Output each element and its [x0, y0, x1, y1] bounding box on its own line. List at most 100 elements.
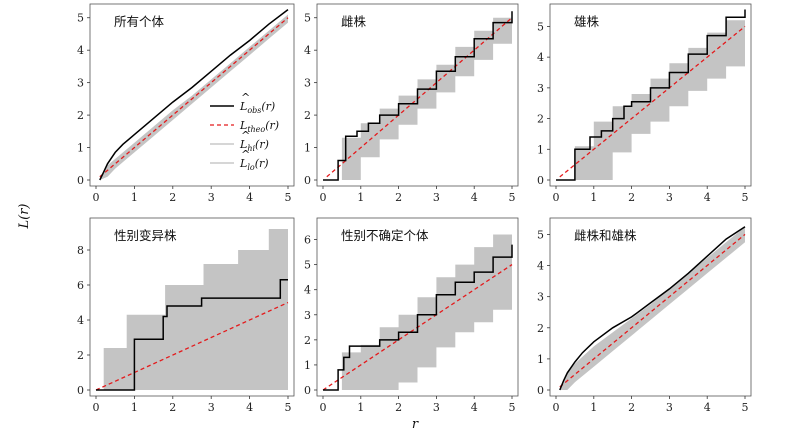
y-tick-label: 0: [77, 384, 84, 397]
observed-line: [99, 9, 289, 181]
y-tick-label: 5: [537, 20, 544, 33]
x-tick-label: 1: [357, 191, 364, 204]
envelope-band: [559, 226, 745, 390]
legend-entry: Lobs(r): [239, 100, 275, 115]
y-tick-label: 2: [304, 109, 311, 122]
panel-title: 雌株: [341, 14, 367, 29]
y-tick-label: 3: [537, 291, 544, 304]
y-tick-label: 0: [304, 384, 311, 397]
panel-frame: [89, 3, 295, 187]
legend-hat: ^: [241, 148, 250, 161]
y-tick-label: 4: [537, 260, 544, 273]
legend: Lobs(r)^Ltheo(r)Lhi(r)^Llo(r)^: [210, 91, 279, 172]
observed-line: [556, 9, 746, 181]
panel-5: 0 1 2 3 4 5 0 1 2 3 4 5 6 性别不确定个体: [304, 217, 519, 414]
legend-symbol: L: [239, 157, 247, 170]
y-tick-label: 6: [77, 279, 84, 292]
panel-title: 性别变异株: [114, 228, 177, 243]
panel-6: 0 1 2 3 4 5 0 1 2 3 4 5 雌株和雄株: [537, 217, 752, 414]
y-tick-label: 1: [537, 143, 544, 156]
legend-entry: Lhi(r): [239, 138, 269, 153]
legend-subscript: hi: [247, 144, 255, 153]
panel-title: 性别不确定个体: [341, 228, 429, 243]
legend-symbol: L: [239, 138, 247, 151]
y-tick-label: 4: [304, 44, 311, 57]
y-tick-label: 2: [77, 109, 84, 122]
x-tick-label: 0: [93, 401, 100, 414]
y-tick-label: 8: [77, 244, 84, 257]
observed-line: [559, 226, 746, 391]
legend-entry: Ltheo(r): [239, 119, 279, 134]
y-tick-label: 3: [304, 309, 311, 322]
y-tick-label: 4: [77, 44, 84, 57]
legend-subscript: obs: [247, 106, 261, 115]
legend-argument: (r): [265, 119, 279, 132]
x-tick-label: 2: [395, 401, 402, 414]
y-tick-label: 6: [304, 234, 311, 247]
y-tick-label: 2: [304, 334, 311, 347]
x-tick-label: 4: [471, 191, 478, 204]
y-tick-label: 4: [77, 314, 84, 327]
x-tick-label: 1: [131, 191, 138, 204]
x-tick-label: 5: [509, 401, 516, 414]
x-tick-label: 4: [471, 401, 478, 414]
x-tick-label: 1: [131, 401, 138, 414]
y-tick-label: 4: [304, 284, 311, 297]
y-tick-label: 3: [304, 77, 311, 90]
x-tick-label: 4: [704, 401, 711, 414]
theoretical-line: [99, 17, 289, 178]
panel-frame: [89, 217, 295, 397]
envelope-band: [96, 229, 288, 390]
y-tick-label: 5: [304, 12, 311, 25]
x-tick-label: 3: [666, 401, 673, 414]
x-tick-label: 2: [395, 191, 402, 204]
theoretical-line: [559, 25, 746, 178]
legend-entry: Llo(r): [239, 157, 269, 172]
x-tick-label: 0: [320, 401, 327, 414]
y-tick-label: 0: [304, 174, 311, 187]
observed-line: [323, 244, 513, 391]
y-tick-label: 2: [77, 349, 84, 362]
legend-argument: (r): [255, 138, 269, 151]
x-tick-label: 5: [742, 191, 749, 204]
panel-3: 0 1 2 3 4 5 0 1 2 3 4 5 雄株: [537, 3, 752, 204]
panel-frame: [316, 217, 519, 397]
theoretical-line: [559, 233, 746, 388]
panel-frame: [549, 3, 752, 187]
y-tick-label: 1: [537, 353, 544, 366]
x-tick-label: 3: [433, 191, 440, 204]
x-tick-label: 3: [208, 191, 215, 204]
x-tick-label: 0: [320, 191, 327, 204]
panel-frame: [316, 3, 519, 187]
x-tick-label: 0: [553, 401, 560, 414]
panel-title: 所有个体: [114, 14, 165, 29]
x-tick-label: 1: [357, 401, 364, 414]
y-tick-label: 2: [537, 113, 544, 126]
envelope-band: [99, 14, 288, 180]
x-tick-label: 5: [285, 401, 292, 414]
panel-4: 0 1 2 3 4 5 0 2 4 6 8 性别变异株: [77, 217, 295, 414]
x-tick-label: 0: [93, 191, 100, 204]
x-tick-label: 2: [628, 191, 635, 204]
legend-hat: ^: [241, 91, 250, 104]
x-tick-label: 1: [590, 191, 597, 204]
observed-line: [323, 11, 513, 181]
legend-hat: ^: [241, 129, 250, 142]
y-tick-label: 1: [304, 359, 311, 372]
x-tick-label: 2: [169, 191, 176, 204]
panel-title: 雄株: [574, 14, 600, 29]
legend-subscript: theo: [247, 125, 265, 134]
y-tick-label: 5: [304, 259, 311, 272]
x-tick-label: 2: [169, 401, 176, 414]
observed-line: [96, 279, 288, 391]
x-tick-label: 5: [742, 401, 749, 414]
x-tick-label: 2: [628, 401, 635, 414]
y-tick-label: 3: [77, 77, 84, 90]
y-tick-label: 0: [77, 174, 84, 187]
y-tick-label: 2: [537, 322, 544, 335]
x-tick-label: 4: [246, 401, 253, 414]
x-tick-label: 0: [553, 191, 560, 204]
y-tick-label: 1: [304, 142, 311, 155]
y-axis-label: L(r): [17, 204, 32, 230]
